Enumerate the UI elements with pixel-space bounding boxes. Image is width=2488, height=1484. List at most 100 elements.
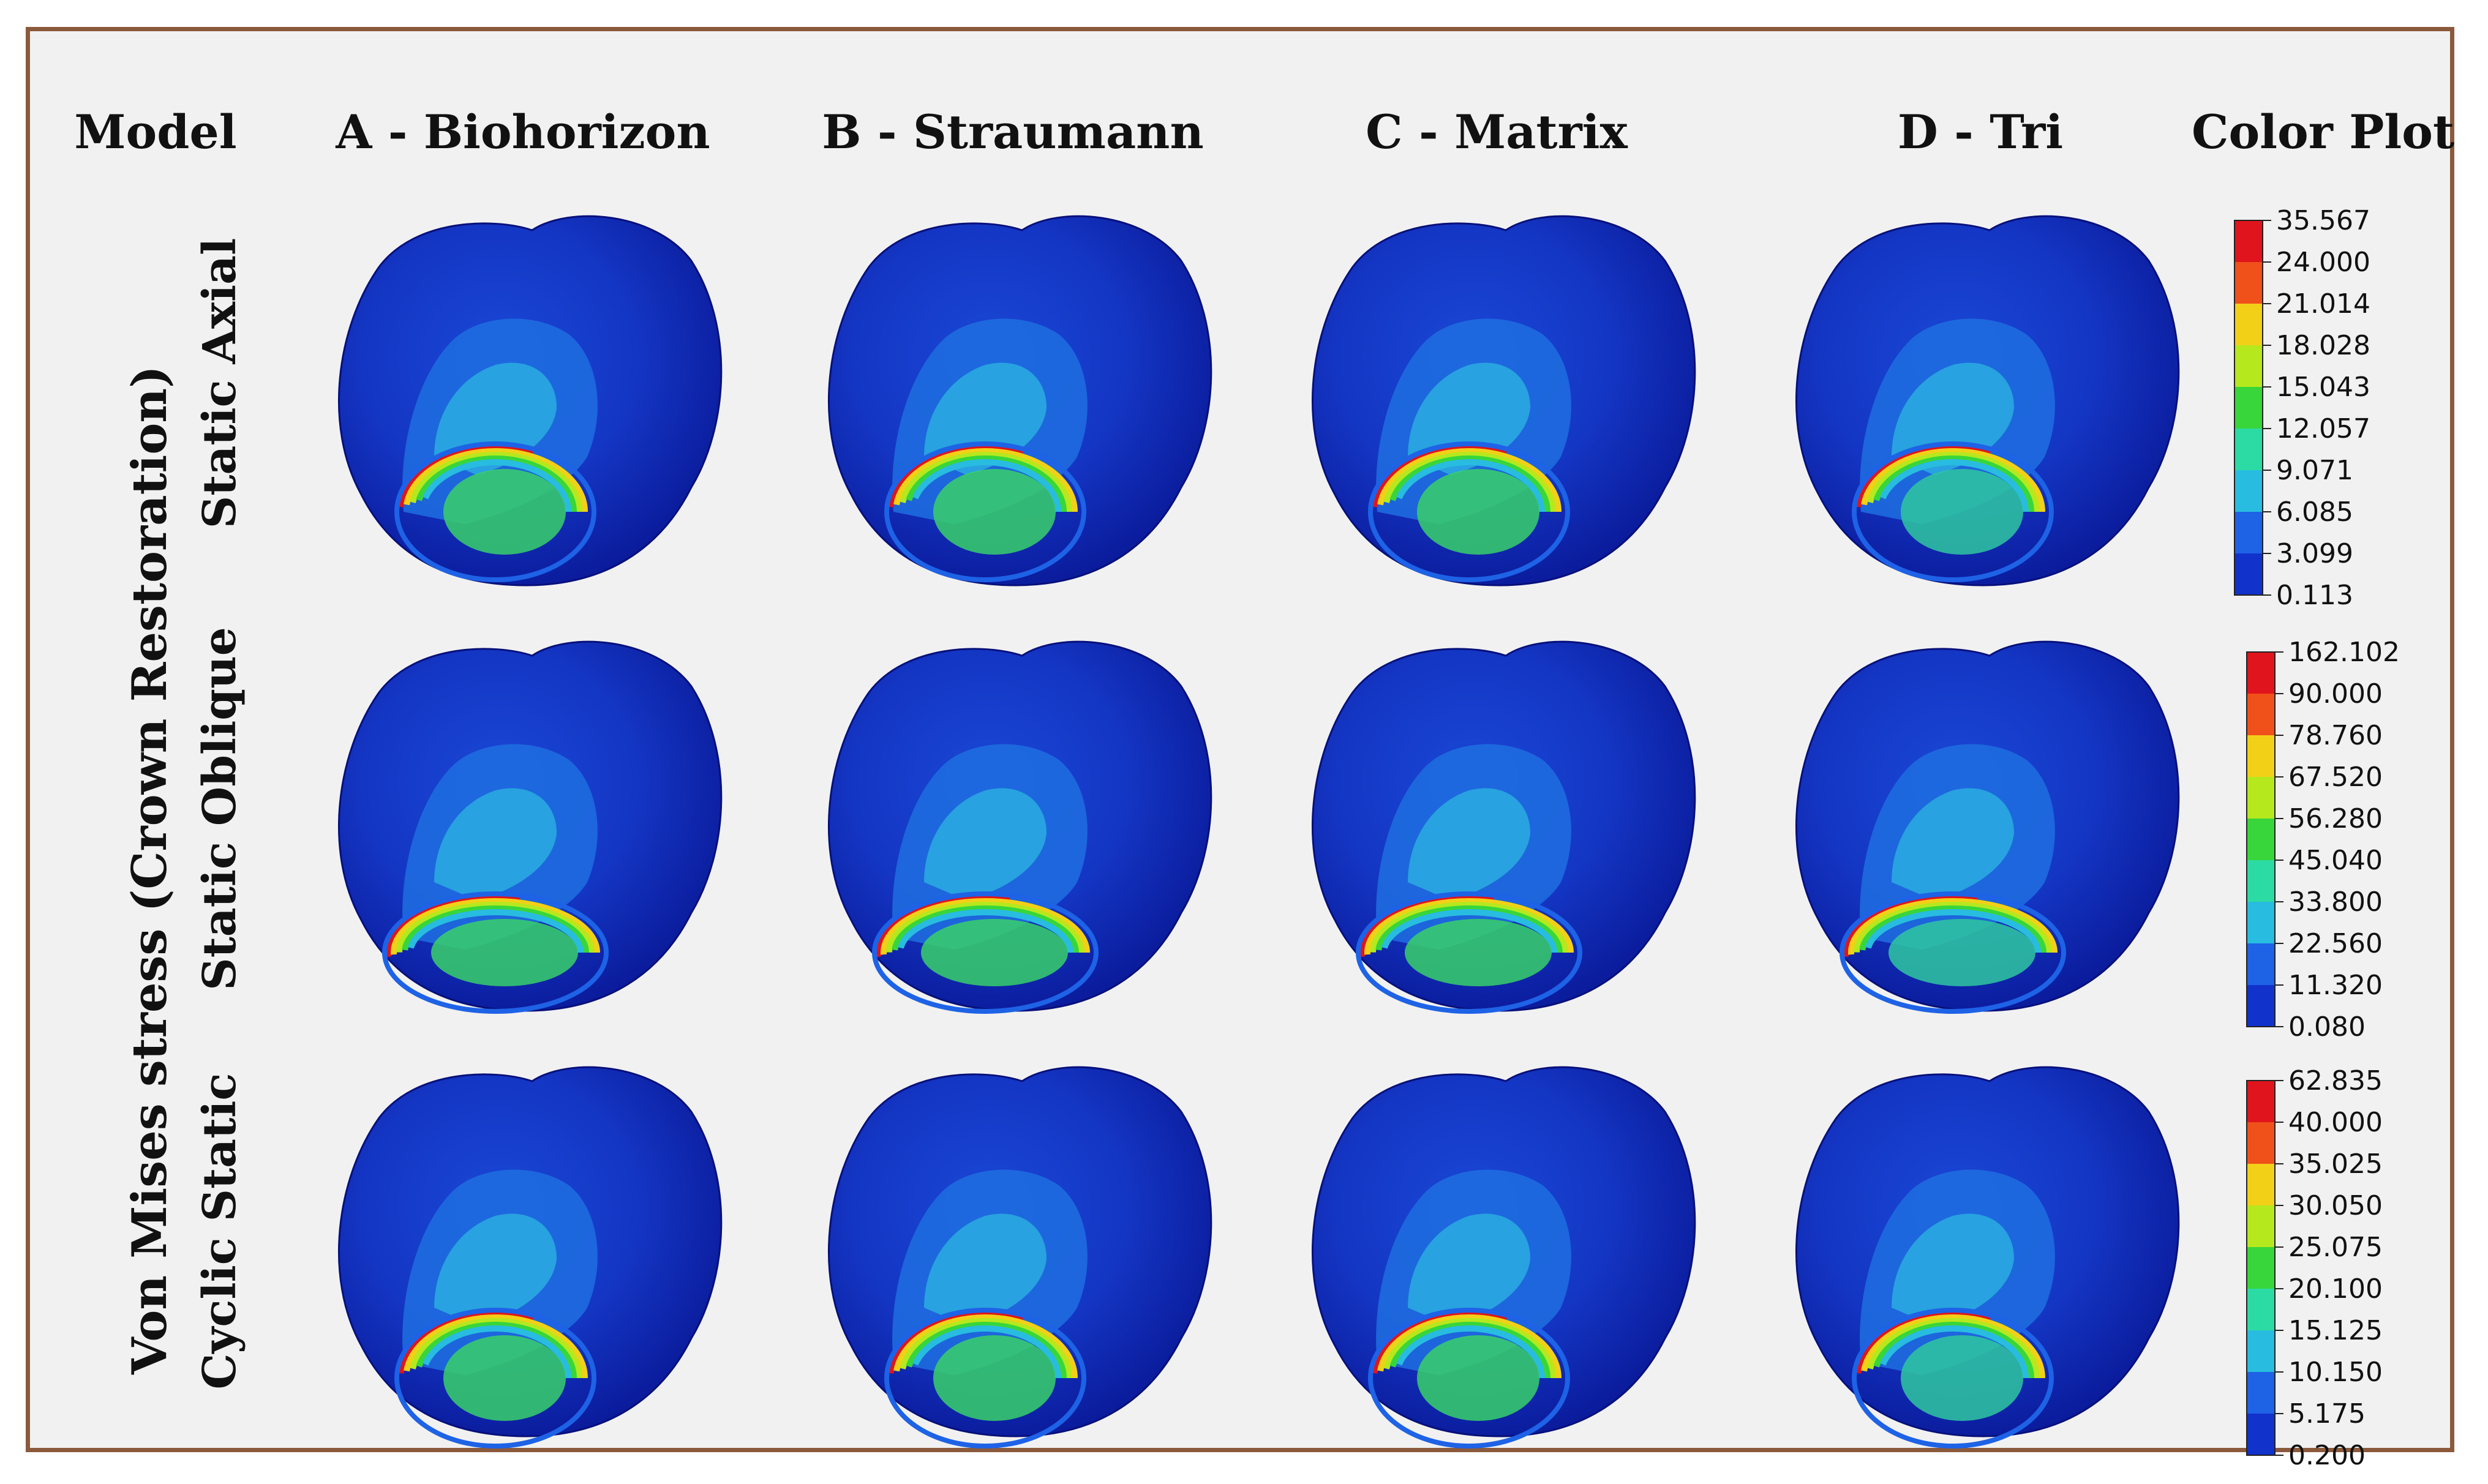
- stress-ring: [909, 1325, 1061, 1431]
- legend-swatch: [2247, 735, 2275, 778]
- crown-model: [1795, 640, 2180, 1014]
- implant-rim: [884, 441, 1086, 582]
- header-col-b: B - Straumann: [822, 105, 1204, 159]
- stress-ring: [1377, 448, 1562, 575]
- implant-interface: [443, 1335, 566, 1421]
- legend-static-oblique-svg: 162.102 90.000 78.760 67.520 56.280 45.040 33.…: [2246, 637, 2400, 1043]
- stress-ring: [1854, 902, 2052, 1003]
- stress-plot-d-cyclic-static: [1769, 1044, 2198, 1448]
- legend-swatch: [2247, 1164, 2275, 1206]
- stress-plot-a-static-axial: [312, 193, 740, 598]
- stress-plot-b-cyclic-static: [802, 1044, 1230, 1448]
- crown-model: [338, 215, 723, 586]
- stress-ring: [414, 1322, 577, 1434]
- stress-ring: [1393, 1325, 1545, 1431]
- legend-tick-label: 0.200: [2288, 1440, 2366, 1471]
- stress-band-light: [924, 788, 1047, 901]
- stress-ring: [1860, 1314, 2045, 1442]
- implant-interface: [1405, 919, 1552, 986]
- stress-ring: [1860, 448, 2045, 575]
- stress-ring: [414, 455, 577, 568]
- crown-model: [338, 640, 723, 1014]
- stress-ring: [1871, 1322, 2034, 1434]
- implant-interface: [1417, 469, 1539, 555]
- legend-swatch: [2247, 1122, 2275, 1164]
- legend-tick-label: 162.102: [2288, 637, 2400, 668]
- stress-ring: [385, 894, 606, 1011]
- crown-model: [828, 640, 1212, 1014]
- legend-swatch: [2247, 652, 2275, 694]
- implant-rim: [1852, 1308, 2054, 1448]
- legend-tick-label: 18.028: [2276, 330, 2370, 361]
- stress-ring: [1393, 459, 1545, 564]
- legend-tick-label: 11.320: [2288, 970, 2383, 1001]
- stress-ring: [1877, 1325, 2029, 1431]
- implant-rim: [872, 891, 1099, 1014]
- stress-ring: [407, 909, 584, 996]
- stress-ring: [1866, 452, 2040, 572]
- legend-swatch: [2247, 1330, 2275, 1373]
- legend-tick-label: 10.150: [2288, 1357, 2383, 1388]
- legend-swatch: [2234, 553, 2263, 596]
- legend-static-oblique: 162.102 90.000 78.760 67.520 56.280 45.040 33.…: [2234, 625, 2437, 1043]
- stress-ring: [1371, 444, 1567, 579]
- stress-ring: [403, 448, 588, 575]
- implant-rim: [394, 441, 596, 582]
- legend-tick-label: 6.085: [2276, 497, 2353, 528]
- stress-plot-b-static-axial: [802, 193, 1230, 598]
- stress-ring: [904, 455, 1067, 568]
- stress-ring: [1364, 898, 1574, 1007]
- crown-model: [1312, 215, 1696, 586]
- stress-ring: [419, 1325, 571, 1431]
- stress-band-light: [434, 788, 557, 901]
- crown-model: [1312, 1066, 1696, 1448]
- stress-ring: [419, 459, 571, 564]
- stress-ring: [1855, 444, 2051, 579]
- implant-rim: [1368, 441, 1570, 582]
- legend-swatch: [2234, 345, 2263, 388]
- stress-band-light: [1892, 1213, 2014, 1326]
- stress-ring: [898, 1318, 1072, 1438]
- legend-swatch: [2247, 1372, 2275, 1414]
- implant-interface: [1901, 469, 2023, 555]
- stress-ring: [1382, 452, 1556, 572]
- stress-ring: [887, 444, 1083, 579]
- legend-tick-label: 78.760: [2288, 720, 2383, 751]
- legend-swatch: [2247, 694, 2275, 736]
- stress-ring: [1388, 455, 1550, 568]
- legend-swatch: [2247, 1205, 2275, 1248]
- stress-ring: [397, 1311, 593, 1445]
- header-col-c: C - Matrix: [1366, 105, 1628, 159]
- stress-ring: [1843, 894, 2063, 1011]
- legend-swatch: [2234, 512, 2263, 554]
- legend-tick-label: 33.800: [2288, 886, 2383, 918]
- legend-swatch: [2247, 943, 2275, 986]
- legend-static-axial: 35.567 24.000 21.014 18.028 15.043 12.057 9.07…: [2222, 193, 2424, 611]
- legend-cyclic-static: 62.835 40.000 35.025 30.050 25.075 20.100 15.1…: [2234, 1054, 2437, 1471]
- stress-plot-d-static-oblique: [1769, 619, 2198, 1023]
- stress-plot-c-static-oblique: [1285, 619, 1714, 1023]
- stress-ring: [909, 459, 1061, 564]
- legend-swatch: [2247, 819, 2275, 861]
- legend-tick-label: 35.025: [2288, 1149, 2383, 1180]
- implant-rim: [1852, 441, 2054, 582]
- legend-swatch: [2247, 1414, 2275, 1456]
- stress-band-light: [924, 1213, 1047, 1326]
- implant-interface: [1901, 1335, 2023, 1421]
- implant-interface: [1889, 919, 2035, 986]
- legend-tick-label: 3.099: [2276, 538, 2353, 569]
- stress-plot-b-static-oblique: [802, 619, 1230, 1023]
- stress-ring: [408, 1318, 582, 1438]
- legend-swatch: [2247, 1247, 2275, 1289]
- legend-tick-label: 0.113: [2276, 580, 2353, 611]
- stress-plot-d-static-axial: [1769, 193, 2198, 598]
- stress-ring: [396, 902, 595, 1003]
- stress-band-light: [1408, 788, 1530, 901]
- figure-frame: Model A - Biohorizon B - Straumann C - M…: [26, 27, 2454, 1471]
- implant-interface: [431, 919, 578, 986]
- legend-bar-outline: [2234, 220, 2263, 596]
- legend-tick-label: 15.043: [2276, 372, 2370, 403]
- stress-plot-c-cyclic-static: [1285, 1044, 1714, 1448]
- legend-tick-label: 45.040: [2288, 845, 2383, 876]
- legend-tick-label: 12.057: [2276, 413, 2370, 444]
